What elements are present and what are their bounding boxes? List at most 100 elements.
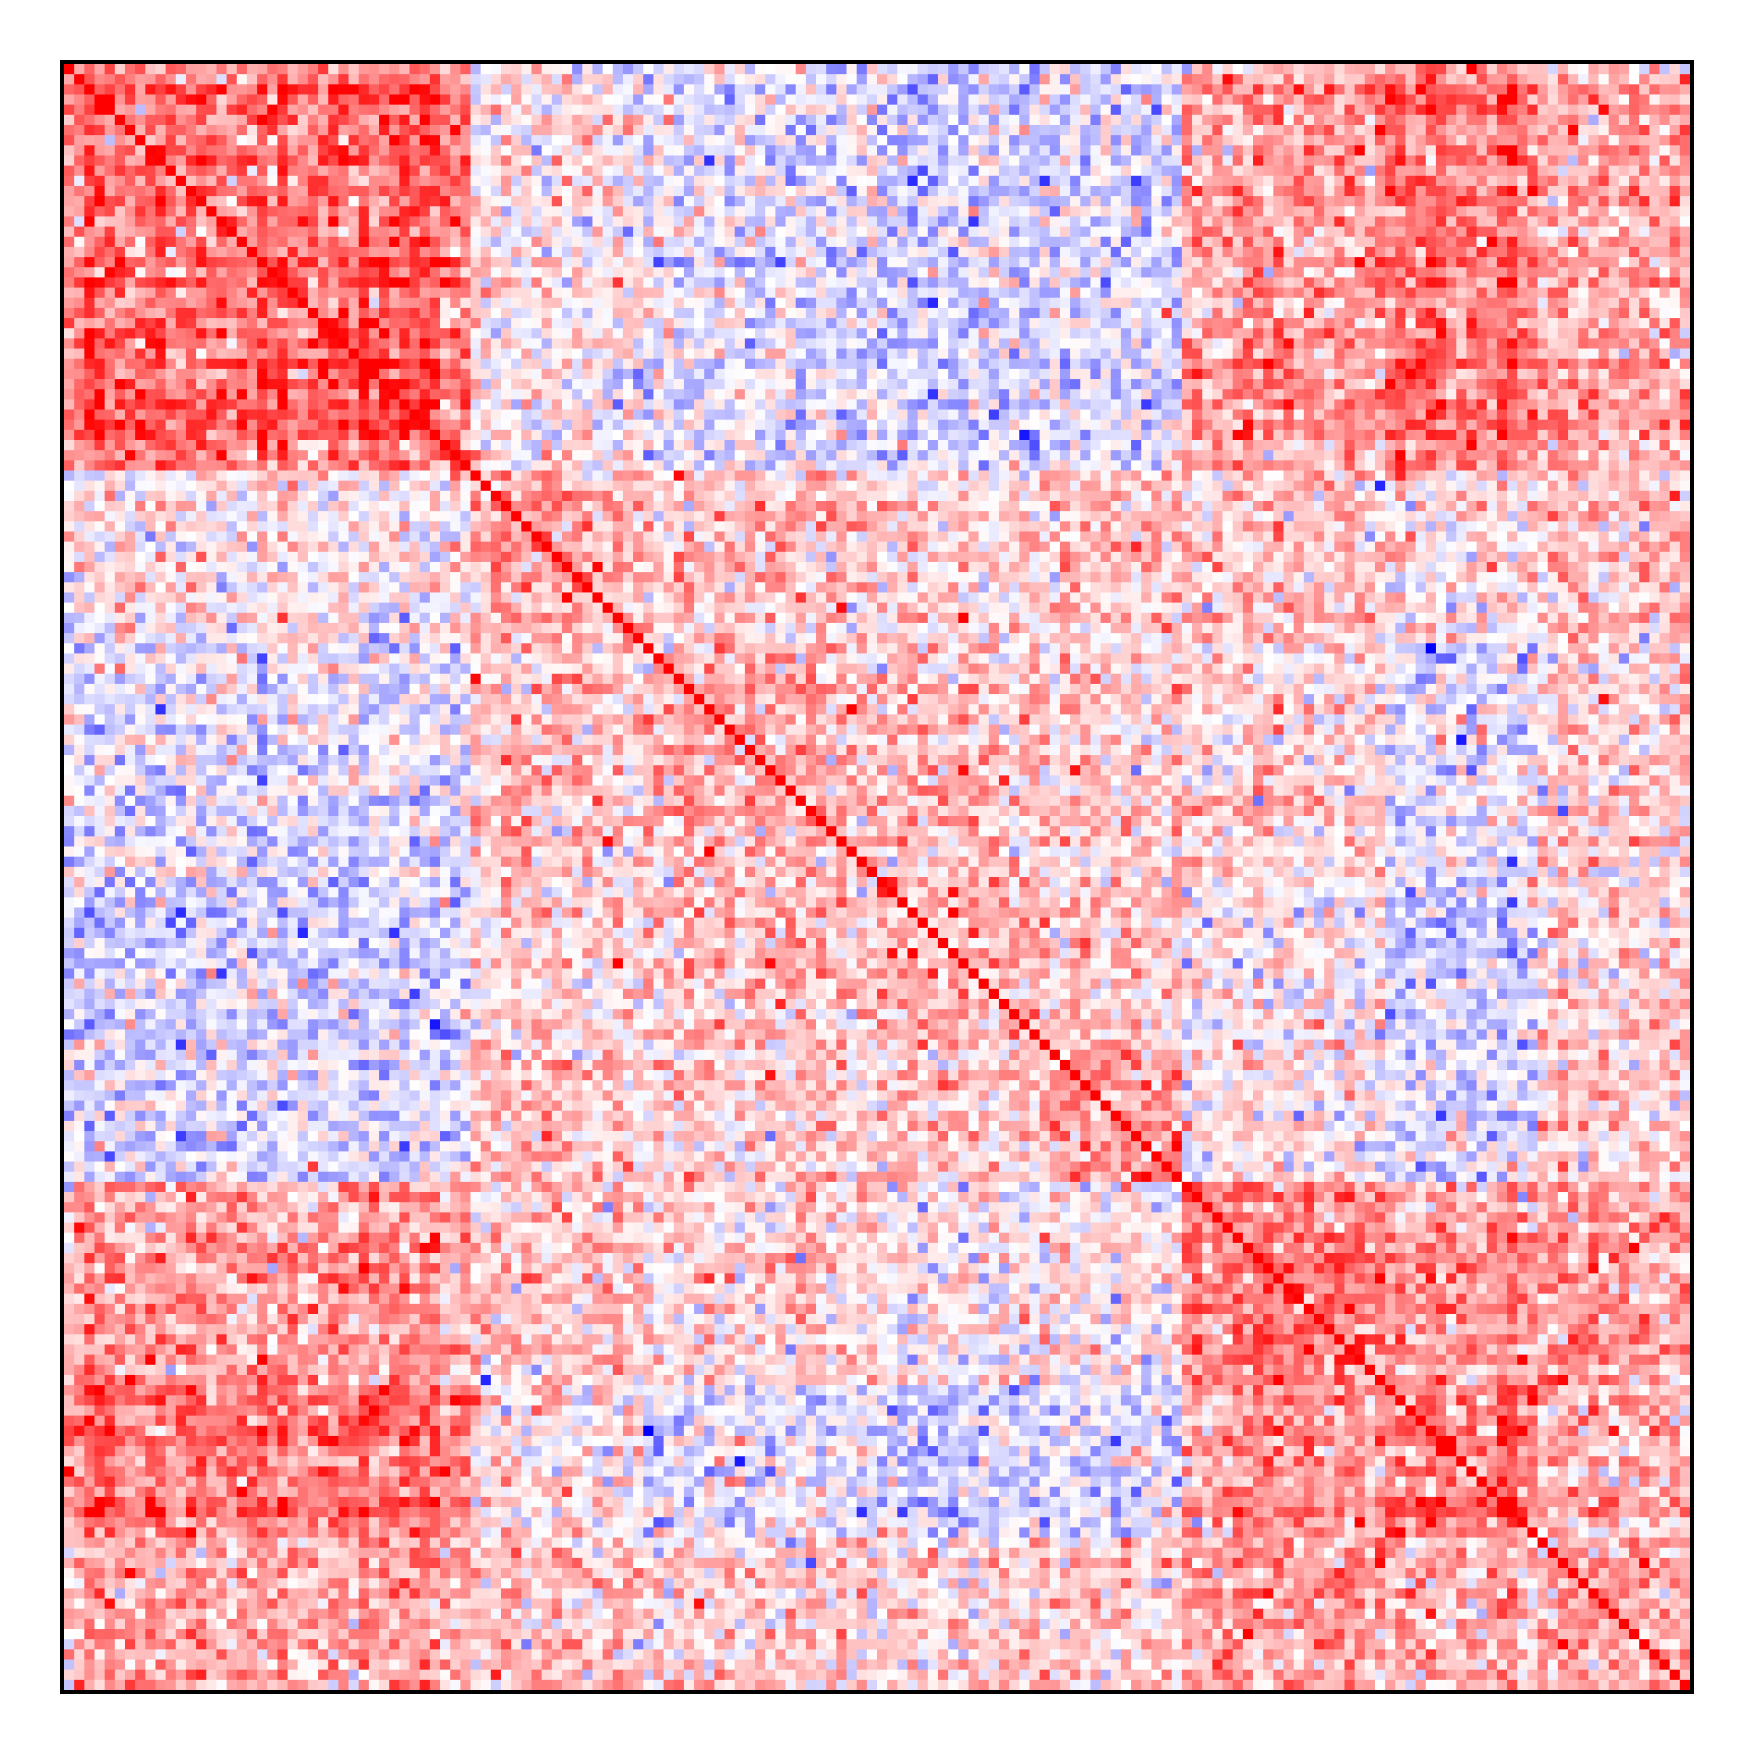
heatmap-cell xyxy=(958,277,969,288)
heatmap-cell xyxy=(1365,308,1376,319)
heatmap-cell xyxy=(318,338,329,349)
heatmap-cell xyxy=(1538,196,1549,207)
heatmap-cell xyxy=(186,135,197,146)
heatmap-cell xyxy=(1182,277,1193,288)
heatmap-cell xyxy=(399,257,410,268)
heatmap-cell xyxy=(979,247,990,258)
heatmap-cell xyxy=(288,94,299,105)
heatmap-cell xyxy=(826,145,837,156)
heatmap-cell xyxy=(1619,115,1630,126)
heatmap-cell xyxy=(1395,227,1406,238)
heatmap-cell xyxy=(1375,298,1386,309)
heatmap-cell xyxy=(125,94,136,105)
heatmap-cell xyxy=(420,308,431,319)
heatmap-cell xyxy=(613,125,624,136)
heatmap-cell xyxy=(836,227,847,238)
heatmap-cell xyxy=(684,277,695,288)
heatmap-cell xyxy=(847,135,858,146)
heatmap-cell xyxy=(775,267,786,278)
heatmap-cell xyxy=(1344,94,1355,105)
heatmap-cell xyxy=(298,349,309,360)
heatmap-cell xyxy=(887,328,898,339)
heatmap-cell xyxy=(359,125,370,136)
heatmap-cell xyxy=(1060,196,1071,207)
heatmap-cell xyxy=(1385,277,1396,288)
heatmap-cell xyxy=(288,379,299,390)
heatmap-cell xyxy=(745,369,756,380)
heatmap-cell xyxy=(542,176,553,187)
heatmap-cell xyxy=(471,94,482,105)
heatmap-cell xyxy=(1385,216,1396,227)
heatmap-cell xyxy=(115,298,126,309)
heatmap-cell xyxy=(369,369,380,380)
heatmap-cell xyxy=(857,349,868,360)
heatmap-cell xyxy=(653,247,664,258)
heatmap-cell xyxy=(928,166,939,177)
heatmap-cell xyxy=(1487,369,1498,380)
heatmap-cell xyxy=(369,379,380,390)
heatmap-cell xyxy=(257,237,268,248)
heatmap-cell xyxy=(1578,267,1589,278)
heatmap-cell xyxy=(1009,94,1020,105)
heatmap-cell xyxy=(633,318,644,329)
heatmap-cell xyxy=(1507,328,1518,339)
heatmap-cell xyxy=(125,196,136,207)
heatmap-cell xyxy=(1273,105,1284,116)
heatmap-cell xyxy=(369,155,380,166)
heatmap-cell xyxy=(1202,186,1213,197)
heatmap-cell xyxy=(460,84,471,95)
heatmap-cell xyxy=(1141,216,1152,227)
heatmap-cell xyxy=(786,237,797,248)
heatmap-cell xyxy=(1040,298,1051,309)
heatmap-cell xyxy=(420,277,431,288)
heatmap-cell xyxy=(1263,176,1274,187)
heatmap-cell xyxy=(1040,308,1051,319)
heatmap-cell xyxy=(267,135,278,146)
heatmap-cell xyxy=(867,64,878,75)
heatmap-cell xyxy=(877,196,888,207)
heatmap-cell xyxy=(64,298,75,309)
heatmap-cell xyxy=(826,349,837,360)
heatmap-cell xyxy=(653,74,664,85)
heatmap-cell xyxy=(582,155,593,166)
heatmap-cell xyxy=(460,74,471,85)
heatmap-cell xyxy=(1202,125,1213,136)
heatmap-cell xyxy=(1365,359,1376,370)
heatmap-cell xyxy=(1223,125,1234,136)
heatmap-cell xyxy=(135,216,146,227)
heatmap-cell xyxy=(918,277,929,288)
heatmap-cell xyxy=(1101,308,1112,319)
heatmap-cell xyxy=(420,257,431,268)
heatmap-cell xyxy=(74,64,85,75)
heatmap-cell xyxy=(531,135,542,146)
heatmap-cell xyxy=(1649,94,1660,105)
heatmap-cell xyxy=(918,288,929,299)
heatmap-cell xyxy=(1639,155,1650,166)
heatmap-cell xyxy=(1151,318,1162,329)
heatmap-cell xyxy=(1680,206,1691,217)
heatmap-cell xyxy=(1151,298,1162,309)
heatmap-cell xyxy=(847,105,858,116)
heatmap-cell xyxy=(430,84,441,95)
heatmap-cell xyxy=(105,257,116,268)
heatmap-cell xyxy=(836,64,847,75)
heatmap-cell xyxy=(806,206,817,217)
heatmap-cell xyxy=(725,135,736,146)
heatmap-cell xyxy=(196,237,207,248)
heatmap-cell xyxy=(155,64,166,75)
heatmap-cell xyxy=(1629,94,1640,105)
heatmap-cell xyxy=(196,64,207,75)
heatmap-cell xyxy=(1487,359,1498,370)
heatmap-cell xyxy=(1660,206,1671,217)
heatmap-cell xyxy=(1680,227,1691,238)
heatmap-cell xyxy=(328,298,339,309)
heatmap-cell xyxy=(857,257,868,268)
heatmap-cell xyxy=(1212,369,1223,380)
heatmap-cell xyxy=(1070,105,1081,116)
heatmap-cell xyxy=(897,318,908,329)
heatmap-cell xyxy=(1162,277,1173,288)
heatmap-cell xyxy=(918,247,929,258)
heatmap-cell xyxy=(145,115,156,126)
heatmap-cell xyxy=(399,359,410,370)
heatmap-cell xyxy=(328,338,339,349)
